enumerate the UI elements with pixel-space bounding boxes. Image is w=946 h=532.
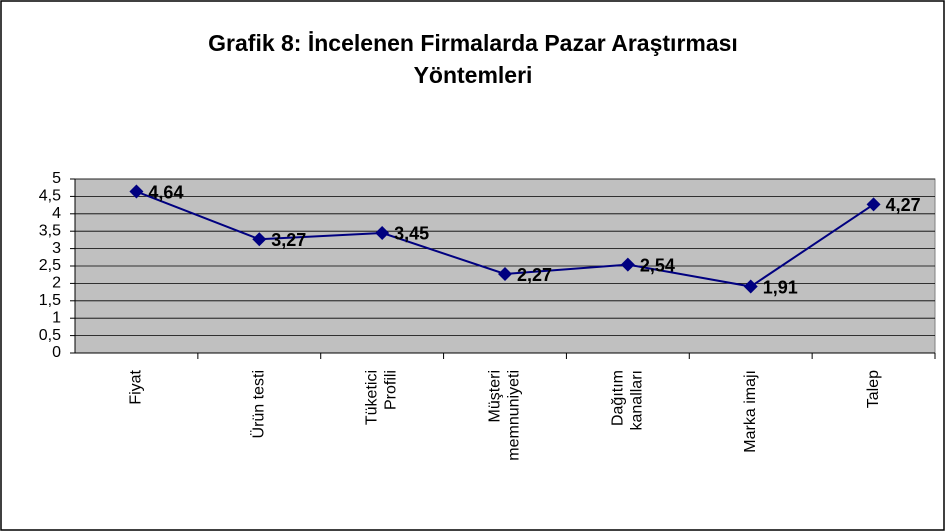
x-tick-label: Marka imajı — [742, 370, 759, 453]
x-tick-label: Talep — [865, 370, 882, 408]
data-label: 2,54 — [640, 255, 675, 275]
marker — [498, 267, 512, 282]
x-tick-label: Dağıtım kanalları — [610, 370, 646, 430]
data-label: 4,64 — [148, 182, 183, 202]
y-tick-label: 4,5 — [39, 188, 61, 205]
marker — [252, 232, 267, 247]
y-tick-label: 2 — [52, 275, 61, 292]
y-tick-label: 5 — [52, 170, 61, 187]
x-tick-label: Müşteri memnuniyeti — [487, 370, 523, 461]
x-tick-label: Tüketici Profili — [364, 370, 400, 425]
data-label: 1,91 — [763, 277, 798, 297]
y-tick-label: 3 — [52, 240, 61, 257]
marker — [743, 279, 758, 294]
marker — [866, 197, 881, 212]
data-label: 4,27 — [886, 195, 921, 215]
data-label: 3,27 — [271, 230, 306, 250]
marker — [620, 257, 635, 272]
y-tick-label: 0 — [52, 344, 61, 361]
data-label: 3,45 — [394, 224, 429, 244]
y-tick-label: 4 — [52, 205, 61, 222]
data-label: 2,27 — [517, 265, 552, 285]
y-tick-label: 2,5 — [39, 257, 61, 274]
y-tick-label: 1 — [52, 309, 61, 326]
x-tick-label: Fiyat — [128, 369, 145, 404]
chart-title: Grafik 8: İncelenen Firmalarda Pazar Ara… — [208, 30, 738, 88]
marker — [375, 225, 390, 240]
y-tick-label: 1,5 — [39, 292, 61, 309]
y-tick-label: 0,5 — [39, 327, 61, 344]
x-tick-label: Ürün testi — [250, 370, 268, 438]
marker — [129, 184, 144, 199]
y-tick-label: 3,5 — [39, 222, 61, 239]
